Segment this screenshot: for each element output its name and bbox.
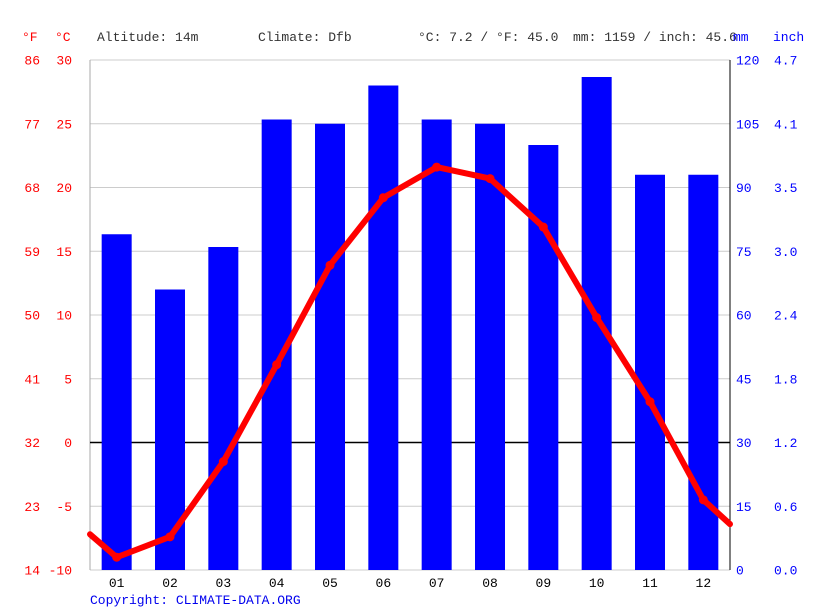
temp-point <box>645 397 655 407</box>
temp-point <box>112 552 122 562</box>
inch-tick-label: 1.8 <box>774 372 797 387</box>
precip-bar <box>635 174 665 570</box>
temp-point <box>218 457 228 467</box>
fahrenheit-tick-label: 32 <box>24 436 40 451</box>
month-label: 12 <box>696 576 712 591</box>
mm-axis-title: mm <box>733 30 749 45</box>
fahrenheit-axis-title: °F <box>22 30 38 45</box>
temp-point <box>165 532 175 542</box>
temp-point <box>432 162 442 172</box>
temp-summary-label: °C: 7.2 / °F: 45.0 <box>418 30 559 45</box>
fahrenheit-tick-label: 50 <box>24 309 40 324</box>
month-label: 04 <box>269 576 285 591</box>
temp-point <box>378 193 388 203</box>
temp-point <box>325 260 335 270</box>
celsius-tick-label: -5 <box>56 500 72 515</box>
month-label: 02 <box>162 576 178 591</box>
mm-tick-label: 45 <box>736 372 752 387</box>
inch-tick-label: 4.7 <box>774 54 797 69</box>
inch-tick-label: 3.0 <box>774 245 797 260</box>
month-label: 10 <box>589 576 605 591</box>
precip-bar <box>208 247 239 570</box>
mm-tick-label: 75 <box>736 245 752 260</box>
celsius-tick-label: 5 <box>64 372 72 387</box>
month-label: 11 <box>642 576 658 591</box>
month-label: 08 <box>482 576 498 591</box>
temp-line <box>87 164 733 561</box>
altitude-label: Altitude: 14m <box>97 30 199 45</box>
inch-axis-title: inch <box>773 30 805 45</box>
month-label: 09 <box>536 576 552 591</box>
month-label: 05 <box>322 576 338 591</box>
temp-point <box>272 360 282 370</box>
inch-tick-label: 0.0 <box>774 564 797 579</box>
precip-bar <box>368 85 399 570</box>
fahrenheit-tick-label: 68 <box>24 181 40 196</box>
celsius-tick-label: -10 <box>49 564 72 579</box>
precip-bar <box>421 119 452 570</box>
mm-tick-label: 105 <box>736 117 759 132</box>
celsius-tick-label: 15 <box>56 245 72 260</box>
fahrenheit-tick-label: 86 <box>24 54 40 69</box>
climate-class-label: Climate: Dfb <box>258 30 352 45</box>
celsius-tick-label: 30 <box>56 54 72 69</box>
month-label: 07 <box>429 576 445 591</box>
temp-point <box>592 313 602 323</box>
celsius-tick-label: 10 <box>56 309 72 324</box>
inch-tick-label: 0.6 <box>774 500 797 515</box>
precip-bar <box>315 123 345 570</box>
copyright-link[interactable]: CLIMATE-DATA.ORG <box>175 593 301 608</box>
mm-tick-label: 60 <box>736 309 752 324</box>
inch-tick-label: 4.1 <box>774 117 798 132</box>
fahrenheit-tick-label: 14 <box>24 564 40 579</box>
fahrenheit-tick-label: 59 <box>24 245 40 260</box>
month-label: 06 <box>376 576 392 591</box>
precip-bar <box>155 289 185 570</box>
month-label: 01 <box>109 576 125 591</box>
temp-point <box>485 174 495 184</box>
mm-tick-label: 15 <box>736 500 752 515</box>
precip-bar <box>475 123 505 570</box>
celsius-axis-title: °C <box>55 30 71 45</box>
inch-tick-label: 1.2 <box>774 436 797 451</box>
copyright-line: Copyright: CLIMATE-DATA.ORG <box>90 593 301 608</box>
precip-summary-label: mm: 1159 / inch: 45.6 <box>573 30 737 45</box>
celsius-tick-label: 25 <box>56 117 72 132</box>
inch-tick-label: 3.5 <box>774 181 797 196</box>
precip-bar <box>528 145 559 570</box>
mm-tick-label: 0 <box>736 564 744 579</box>
celsius-tick-label: 20 <box>56 181 72 196</box>
mm-tick-label: 90 <box>736 181 752 196</box>
mm-tick-label: 30 <box>736 436 752 451</box>
celsius-tick-label: 0 <box>64 436 72 451</box>
fahrenheit-tick-label: 77 <box>24 117 40 132</box>
copyright-prefix: Copyright: <box>90 593 176 608</box>
fahrenheit-tick-label: 23 <box>24 500 40 515</box>
temp-point <box>538 222 548 232</box>
month-label: 03 <box>216 576 232 591</box>
inch-tick-label: 2.4 <box>774 309 798 324</box>
precip-bar <box>101 234 132 570</box>
fahrenheit-tick-label: 41 <box>24 372 40 387</box>
mm-tick-label: 120 <box>736 54 759 69</box>
precip-bar <box>581 77 612 570</box>
temp-point <box>698 495 708 505</box>
